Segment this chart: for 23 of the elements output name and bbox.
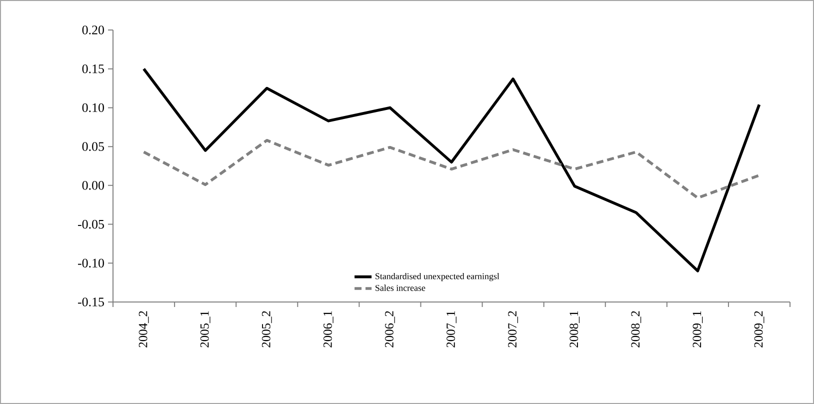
x-tick-label: 2008_2 (631, 311, 642, 348)
x-tick-label: 2006_1 (323, 311, 334, 348)
x-tick-label: 2009_2 (754, 311, 764, 348)
x-tick-label: 2006_2 (385, 311, 395, 348)
x-tick-label: 2009_1 (692, 311, 703, 348)
x-tick-label: 2007_1 (446, 311, 456, 348)
line-series (142, 138, 761, 200)
y-tick-label: 0.10 (82, 103, 104, 112)
y-tick-label: -0.05 (78, 220, 104, 229)
y-tick-label: 0.20 (82, 26, 104, 34)
y-tick-label: -0.15 (78, 298, 104, 306)
y-tick-label: -0.10 (78, 258, 104, 268)
line-series (142, 67, 761, 272)
x-tick-label: 2005_1 (200, 311, 210, 348)
x-tick-label: 2008_1 (570, 311, 580, 348)
y-tick-label: 0.00 (82, 181, 104, 190)
legend-label: Standardised unexpected earningsl (376, 272, 500, 282)
y-tick-label: 0.05 (82, 142, 104, 151)
y-tick-label: 0.15 (82, 64, 104, 74)
x-tick-label: 2004_2 (138, 311, 149, 348)
x-tick-label: 2007_2 (508, 311, 518, 348)
x-tick-label: 2005_2 (262, 311, 272, 348)
legend-label: Sales increase (376, 284, 426, 291)
